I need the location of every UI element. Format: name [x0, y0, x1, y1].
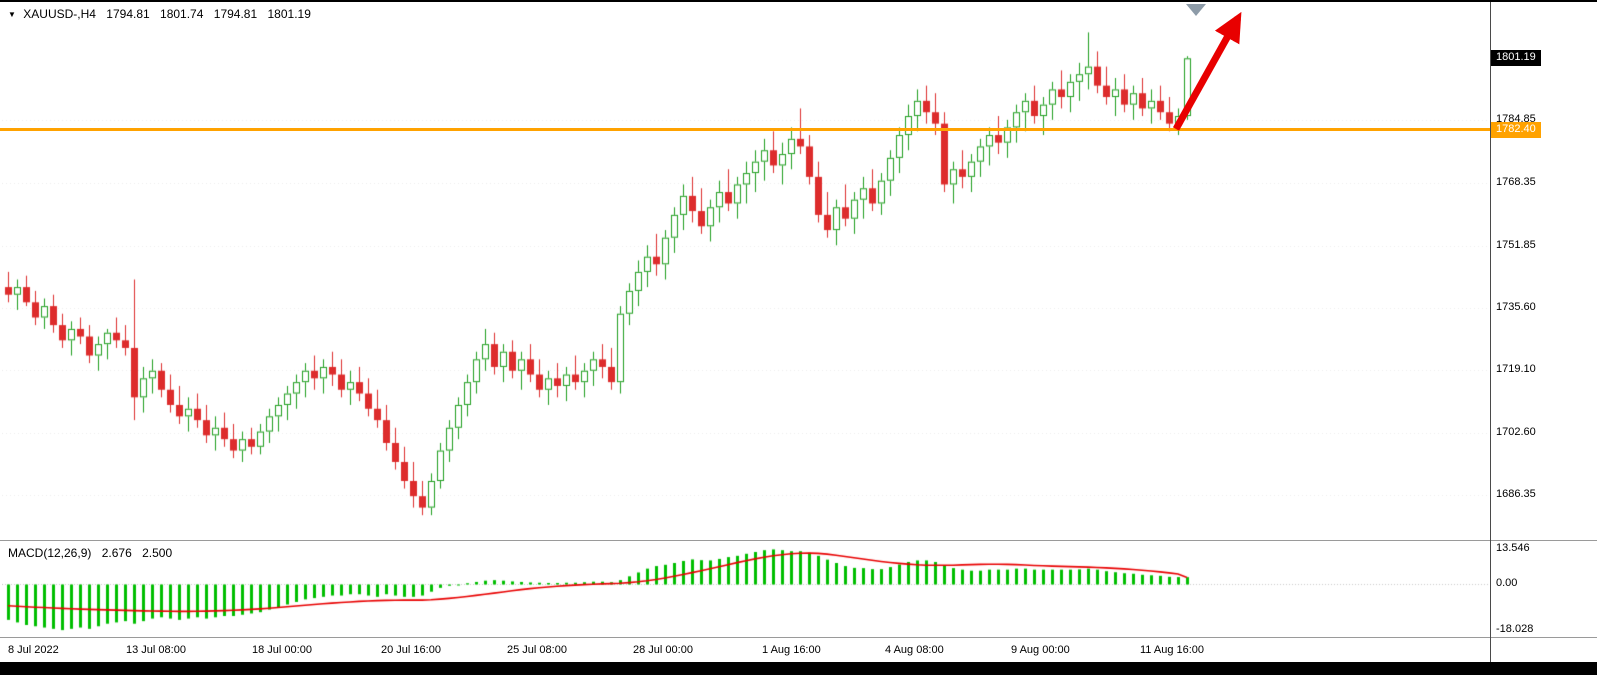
quote-low-value: 1794.81: [213, 7, 258, 21]
current-price-badge: 1801.19: [1491, 50, 1541, 67]
time-axis-label: 20 Jul 16:00: [381, 644, 441, 656]
price-axis-divider: [1490, 2, 1491, 662]
quote-close-value: 1801.19: [267, 7, 311, 21]
quote-open-value: 1794.81: [106, 7, 150, 21]
macd-signal-value: 2.500: [142, 546, 173, 560]
object-anchor-icon: [1186, 4, 1206, 16]
panel-separator-top: [0, 540, 1597, 541]
time-axis-label: 28 Jul 00:00: [633, 644, 693, 656]
quote-high-value: 1801.74: [160, 7, 204, 21]
price-tick-label: 1751.85: [1496, 238, 1536, 251]
panel-separator-bottom: [0, 637, 1597, 638]
price-tick-label: 1686.35: [1496, 487, 1536, 500]
quote-header: ▼ XAUUSD-,H4 1794.81 1801.74 1794.81 180…: [8, 7, 318, 21]
macd-tick-label: 0.00: [1496, 577, 1518, 589]
symbol-timeframe-label: XAUUSD-,H4: [23, 7, 96, 21]
price-tick-label: 1702.60: [1496, 426, 1536, 439]
price-tick-label: 1735.60: [1496, 300, 1536, 313]
macd-header: MACD(12,26,9) 2.676 2.500: [8, 546, 179, 560]
time-axis-label: 25 Jul 08:00: [507, 644, 567, 656]
candlestick-chart-canvas[interactable]: [2, 2, 1490, 538]
macd-main-value: 2.676: [101, 546, 132, 560]
level-price-badge: 1782.40: [1491, 121, 1541, 138]
macd-label: MACD(12,26,9): [8, 546, 92, 560]
time-axis-label: 18 Jul 00:00: [252, 644, 312, 656]
time-axis-label: 11 Aug 16:00: [1140, 644, 1205, 656]
symbol-dropdown-icon[interactable]: ▼: [8, 10, 16, 19]
window-top-border: [0, 0, 1597, 2]
macd-panel-canvas[interactable]: [2, 542, 1490, 636]
window-bottom-border: [0, 662, 1597, 675]
macd-tick-label: -18.028: [1496, 623, 1534, 636]
time-axis-label: 13 Jul 08:00: [126, 644, 186, 656]
time-axis-label: 4 Aug 08:00: [885, 644, 944, 656]
macd-tick-label: 13.546: [1496, 542, 1530, 555]
time-axis-label: 1 Aug 16:00: [762, 644, 821, 656]
price-tick-label: 1719.10: [1496, 363, 1536, 376]
horizontal-level-line[interactable]: [0, 128, 1490, 132]
time-axis-label: 9 Aug 00:00: [1011, 644, 1070, 656]
time-axis-label: 8 Jul 2022: [8, 644, 59, 656]
price-tick-label: 1768.35: [1496, 176, 1536, 189]
